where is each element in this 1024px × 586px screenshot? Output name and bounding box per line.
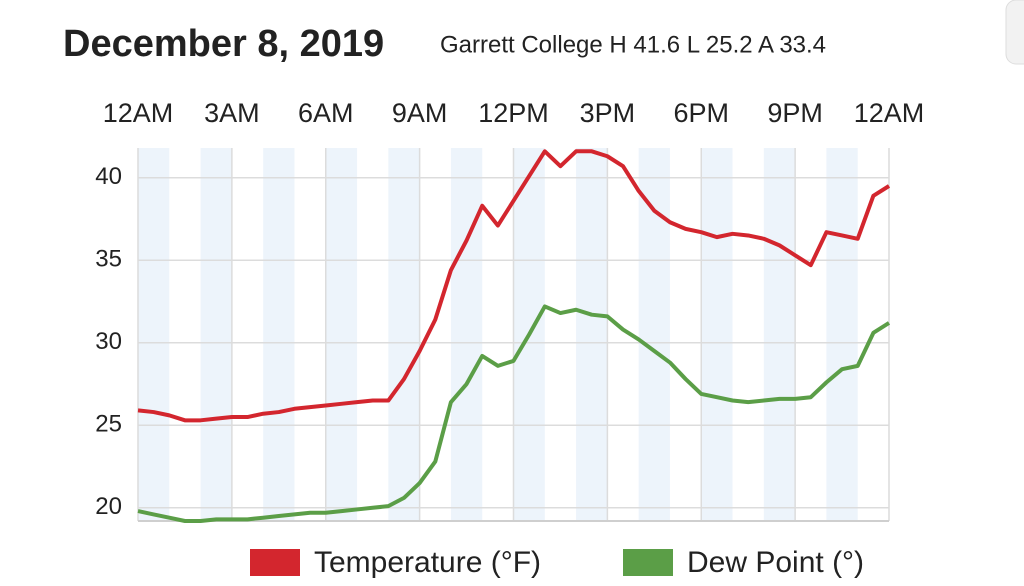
plot-stripe	[200, 148, 232, 521]
plot-stripe	[388, 148, 420, 521]
plot-stripe	[638, 148, 670, 521]
plot-stripe	[576, 148, 608, 521]
plot-stripe	[325, 148, 358, 521]
x-tick-label: 3PM	[580, 98, 636, 128]
plot-stripe	[263, 148, 295, 521]
x-tick-label: 12PM	[478, 98, 549, 128]
y-tick-label: 40	[95, 163, 122, 190]
plot-stripe	[826, 148, 858, 521]
plot-stripe	[450, 148, 483, 521]
y-tick-label: 25	[95, 411, 122, 438]
x-tick-label: 9PM	[767, 98, 823, 128]
chart-subtitle: Garrett College H 41.6 L 25.2 A 33.4	[440, 31, 826, 58]
y-tick-label: 20	[95, 493, 122, 520]
x-tick-label: 12AM	[103, 98, 174, 128]
x-tick-label: 6PM	[673, 98, 729, 128]
series-line	[137, 149, 891, 423]
y-tick-label: 35	[95, 246, 122, 273]
plot-stripe	[138, 148, 170, 521]
legend-label: Temperature (°F)	[314, 546, 541, 579]
y-tick-label: 30	[95, 328, 122, 355]
plot-stripe	[763, 148, 796, 521]
legend-swatch	[623, 549, 673, 576]
chart-title: December 8, 2019	[63, 23, 384, 65]
x-tick-label: 12AM	[854, 98, 925, 128]
x-tick-label: 3AM	[204, 98, 260, 128]
legend-label: Dew Point (°)	[687, 546, 864, 579]
legend-swatch	[250, 549, 300, 576]
plot-stripe	[701, 148, 733, 521]
x-tick-label: 6AM	[298, 98, 354, 128]
series-line	[137, 304, 891, 523]
x-tick-label: 9AM	[392, 98, 448, 128]
side-handle	[1005, 0, 1024, 65]
